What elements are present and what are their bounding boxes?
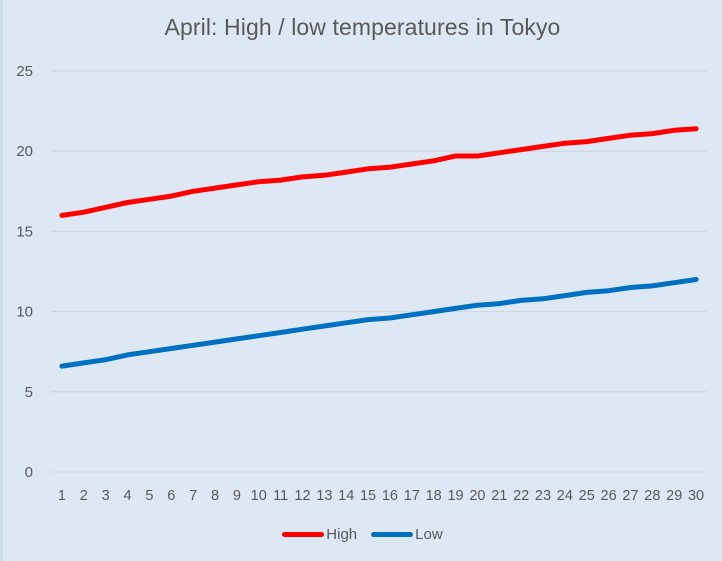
x-tick-label: 9 <box>233 488 241 504</box>
x-tick-label: 21 <box>491 488 507 504</box>
x-tick-label: 17 <box>404 488 420 504</box>
x-tick-label: 8 <box>211 488 219 504</box>
legend-swatch-icon <box>371 532 414 537</box>
x-tick-label: 22 <box>513 488 529 504</box>
x-tick-label: 29 <box>666 488 682 504</box>
x-tick-label: 15 <box>360 488 376 504</box>
chart-title: April: High / low temperatures in Tokyo <box>164 14 561 40</box>
legend-item-low: Low <box>371 526 443 543</box>
series-line-high <box>59 126 699 218</box>
x-tick-label: 26 <box>601 488 617 504</box>
legend-item-high: High <box>282 526 357 543</box>
x-tick-label: 14 <box>338 488 354 504</box>
x-tick-label: 2 <box>80 488 88 504</box>
x-tick-label: 1 <box>58 488 66 504</box>
x-tick-label: 13 <box>316 488 332 504</box>
x-tick-label: 4 <box>123 488 131 504</box>
legend-label: Low <box>415 526 443 543</box>
legend-label: High <box>326 526 358 543</box>
x-tick-label: 10 <box>251 488 267 504</box>
chart-legend: High Low <box>3 526 722 543</box>
x-tick-label: 12 <box>294 488 310 504</box>
x-tick-label: 7 <box>189 488 197 504</box>
series-line-low <box>59 277 699 369</box>
y-tick-label: 10 <box>16 304 33 321</box>
y-tick-label: 15 <box>16 223 33 240</box>
x-tick-label: 11 <box>273 488 288 504</box>
x-tick-label: 30 <box>688 488 704 504</box>
x-tick-label: 3 <box>102 488 110 504</box>
x-tick-label: 28 <box>644 488 660 504</box>
y-tick-label: 0 <box>25 464 33 481</box>
x-tick-label: 5 <box>145 488 153 504</box>
y-tick-label: 5 <box>25 384 33 401</box>
x-tick-label: 25 <box>579 488 595 504</box>
x-tick-label: 16 <box>382 488 398 504</box>
x-tick-label: 19 <box>447 488 463 504</box>
x-tick-label: 23 <box>535 488 551 504</box>
x-tick-label: 24 <box>557 488 573 504</box>
x-tick-label: 27 <box>622 488 638 504</box>
x-tick-label: 6 <box>167 488 175 504</box>
y-tick-label: 20 <box>16 143 33 160</box>
legend-swatch-icon <box>282 532 325 537</box>
x-tick-label: 18 <box>426 488 442 504</box>
x-tick-label: 20 <box>469 488 485 504</box>
y-tick-label: 25 <box>16 63 33 80</box>
